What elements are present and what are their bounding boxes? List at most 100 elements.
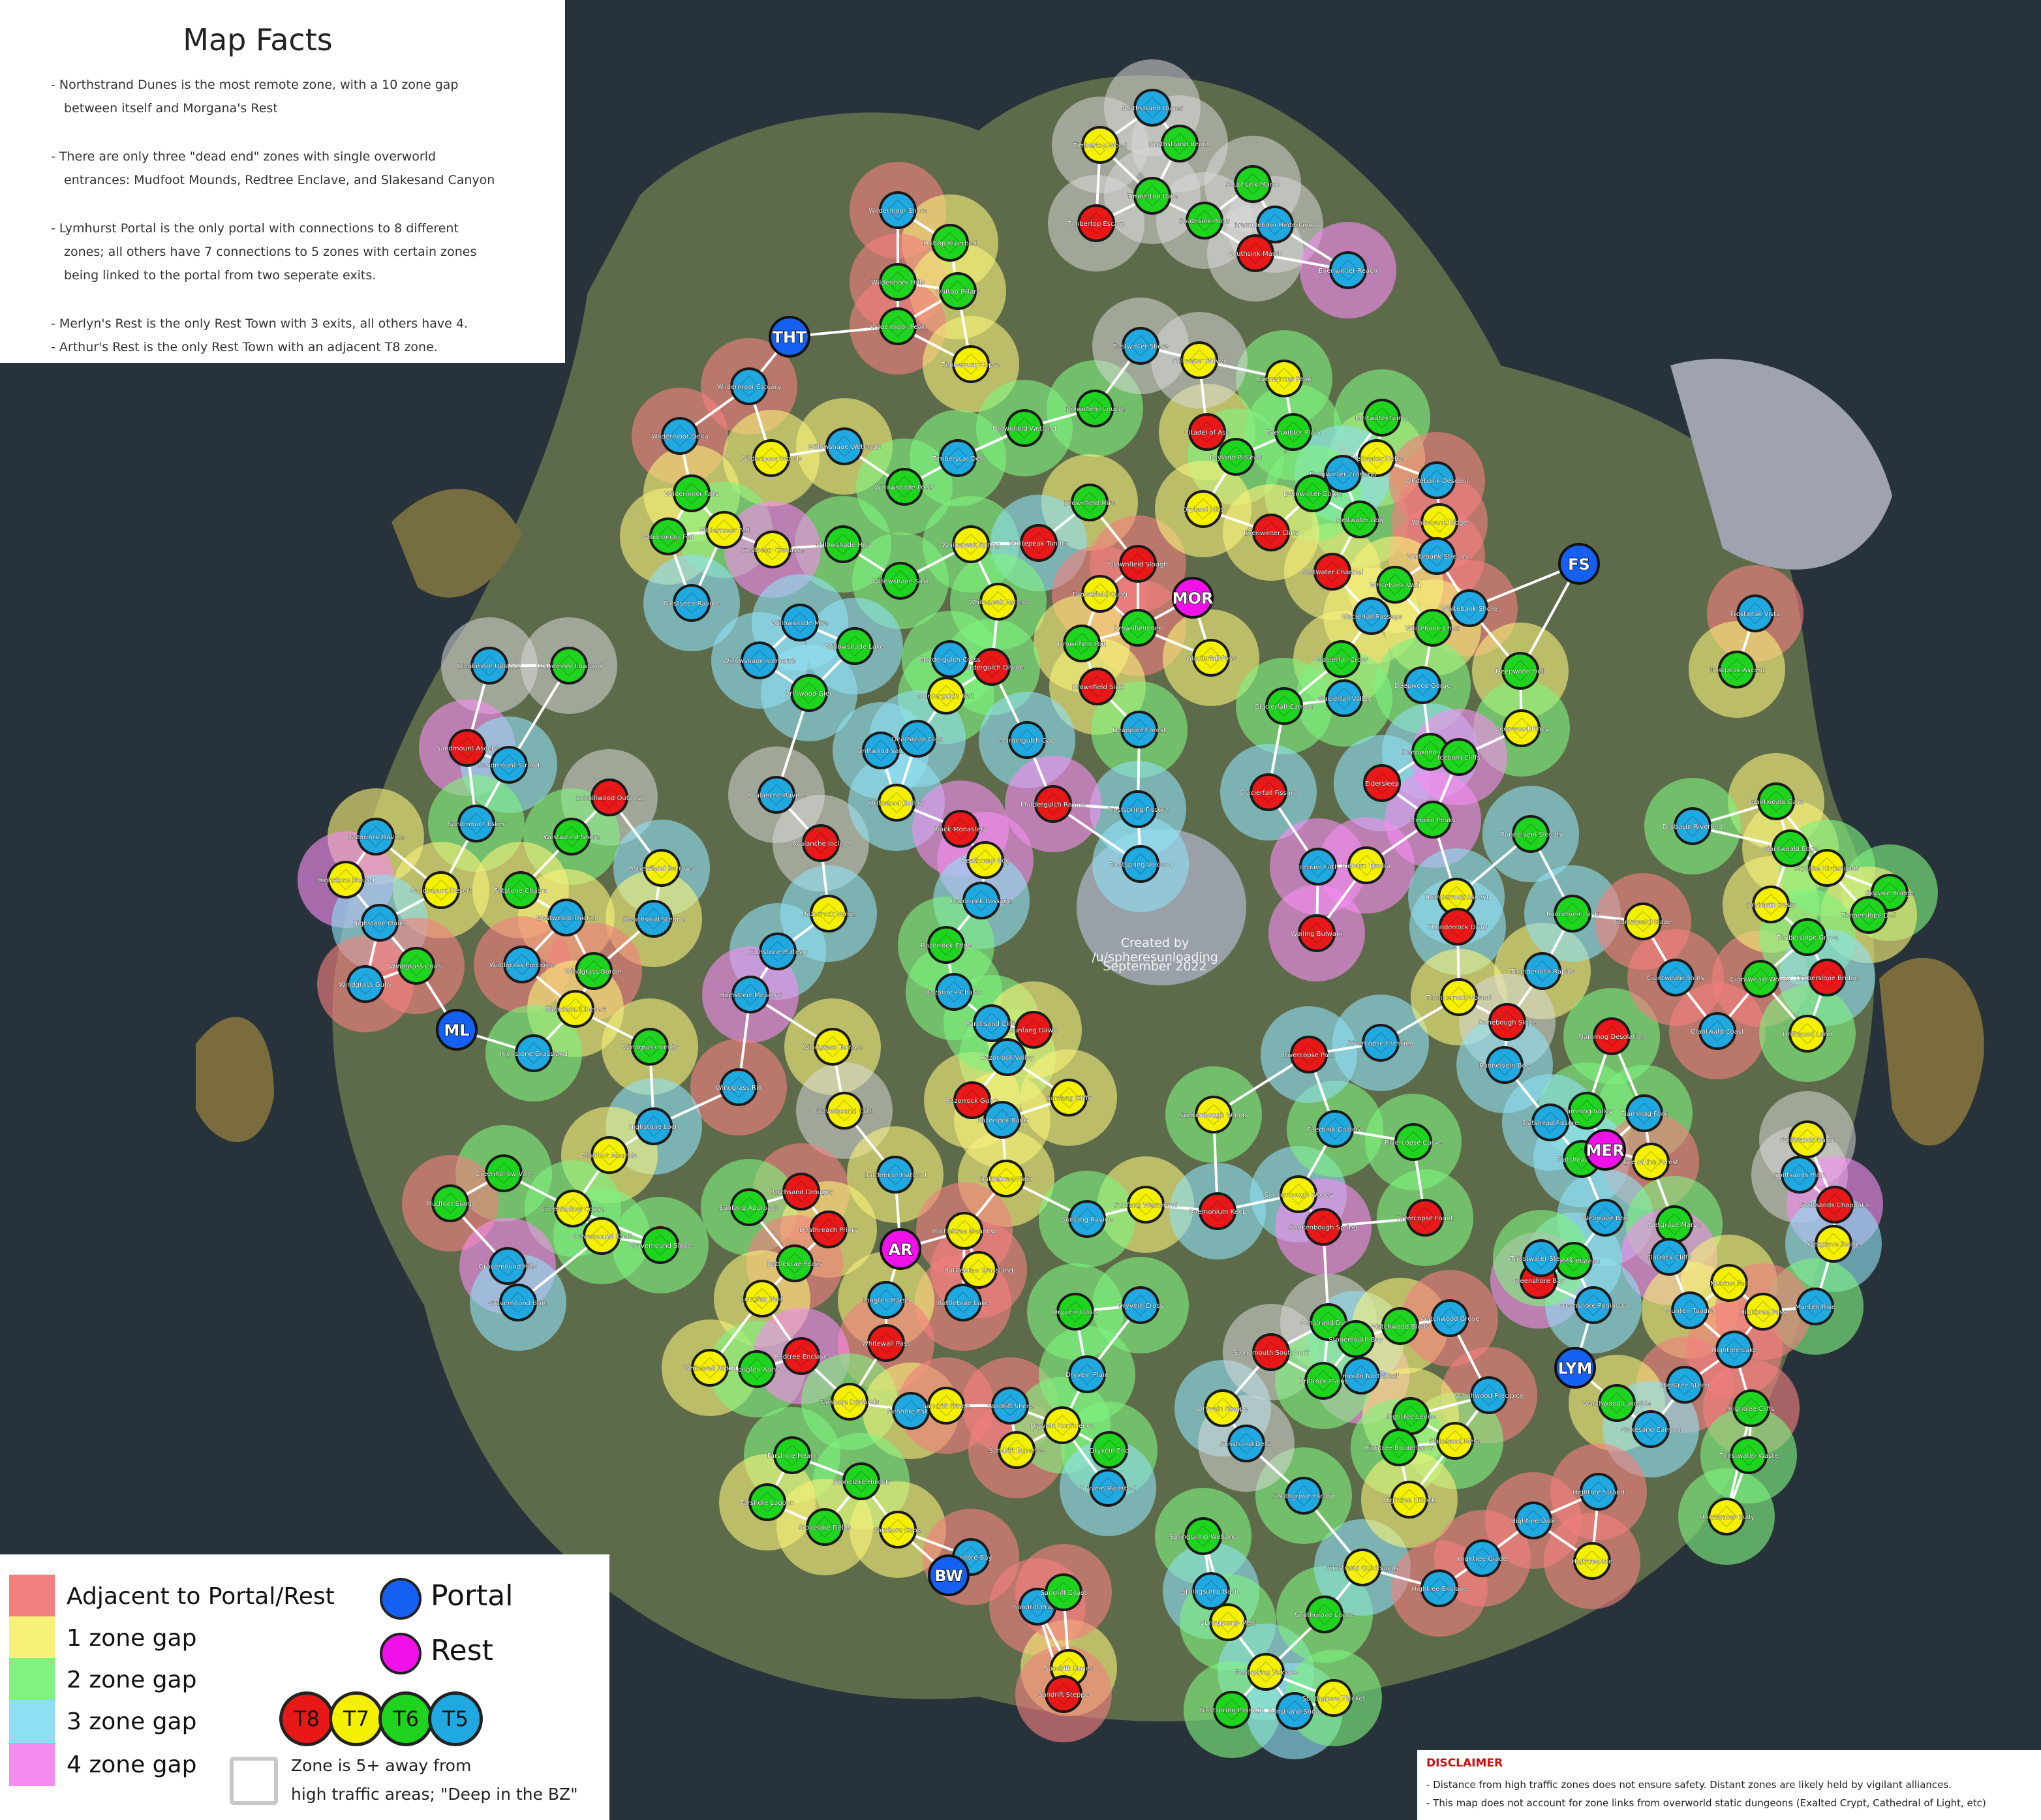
zone-marker[interactable]: Dryland Hills <box>1182 490 1224 528</box>
zone-marker[interactable]: Murdergulch Cross <box>919 640 981 678</box>
zone-marker[interactable]: Iceburn Firth <box>1297 848 1339 886</box>
zone-marker[interactable]: Razorrock Ravine <box>347 818 405 856</box>
zone-marker[interactable]: Whitebank Wall <box>1370 566 1420 604</box>
zone-marker[interactable]: Farshore Heath <box>767 1436 817 1474</box>
zone-marker[interactable]: Gravemound Cliffs <box>814 1092 875 1130</box>
zone-marker[interactable]: Battlebrae Lake <box>937 1284 989 1321</box>
zone-marker[interactable]: Hightree Isle <box>1571 1542 1613 1580</box>
zone-marker[interactable]: Farshore Cape <box>874 1511 921 1549</box>
zone-marker[interactable]: Sunfang Dawn <box>1009 1011 1058 1049</box>
zone-marker[interactable]: Hightree Lake <box>1711 1331 1757 1368</box>
zone-marker[interactable]: Dryvein Riverbed <box>1079 1469 1137 1507</box>
zone-marker[interactable]: Giantweald Roots <box>1647 959 1704 996</box>
zone-marker[interactable]: Wildermoor Estuary <box>716 367 782 405</box>
zone-marker[interactable]: Sunstrand Quicksands <box>1326 1549 1399 1586</box>
zone-marker[interactable]: Thunderrock Upland <box>1425 978 1492 1016</box>
zone-marker[interactable]: Northstrand Beach <box>1149 125 1210 162</box>
zone-marker[interactable]: Eldersleep <box>1363 764 1401 802</box>
zone-marker[interactable]: Driftop Riverbed <box>923 224 977 262</box>
zone-marker[interactable]: Sandrift Expanse <box>989 1431 1045 1469</box>
zone-marker[interactable]: Driftwood Hollow <box>868 784 925 822</box>
zone-marker[interactable]: Driftwood Glen <box>784 674 834 712</box>
zone-marker[interactable]: Westweald Shore <box>544 818 600 856</box>
zone-marker[interactable]: Murdergulch Divide <box>960 648 1024 686</box>
zone-marker[interactable]: Greenhollow Copse <box>541 1190 605 1227</box>
zone-marker[interactable]: Longfen Arms <box>734 1350 780 1388</box>
zone-marker[interactable]: Glacierfall Canyon <box>1254 687 1314 725</box>
zone-marker[interactable]: Mudfoot Mounds <box>582 1136 637 1174</box>
zone-marker[interactable]: Sunfang Approach <box>719 1188 779 1226</box>
zone-marker[interactable]: Giantweald Woods <box>1730 960 1791 998</box>
zone-marker[interactable]: Highstone Loch <box>628 1107 679 1145</box>
zone-marker[interactable]: Rivercopse Path <box>1283 1036 1335 1073</box>
zone-marker[interactable]: Greenshore Peninsula <box>1558 1286 1629 1324</box>
zone-marker[interactable]: Windgrass Precipice <box>489 946 555 983</box>
zone-marker[interactable]: Driftop Pillars <box>936 272 980 310</box>
zone-marker[interactable]: Windgrass Terrace <box>803 1028 863 1066</box>
zone-marker[interactable]: Gravemoor Lowland <box>536 647 602 685</box>
zone-marker[interactable]: Razorrock Passage <box>951 882 1012 919</box>
zone-marker[interactable]: Munten Fell <box>1710 1264 1748 1302</box>
zone-marker[interactable]: Windgrass Border <box>564 952 624 990</box>
zone-marker[interactable]: Evenwinter Peak <box>1257 360 1312 397</box>
zone-marker[interactable]: Avalanche Ravine <box>747 776 806 814</box>
zone-marker[interactable]: Timbertop Wood <box>1073 126 1127 164</box>
zone-marker[interactable]: Stonemouth Bay <box>1328 1320 1383 1358</box>
zone-marker[interactable]: Bleachskull Steppe <box>622 900 685 938</box>
zone-marker[interactable]: Frostspring Volcano <box>1109 845 1173 883</box>
zone-marker[interactable]: Whitebank Shore <box>1441 589 1497 627</box>
zone-marker[interactable]: Wildermoor Shore <box>868 191 927 229</box>
zone-marker[interactable]: Timbertop Escarp <box>1067 204 1125 242</box>
zone-marker[interactable]: Deathreach Priory <box>799 1211 859 1248</box>
zone-marker[interactable]: Gravemound Knoll <box>571 1217 632 1255</box>
zone-marker[interactable]: Greenhollow Vale <box>475 1154 532 1192</box>
zone-marker[interactable]: Meltwater Bog <box>1336 501 1384 538</box>
zone-marker[interactable]: Eastwinter Shore <box>1113 327 1169 365</box>
zone-marker[interactable]: Deepwood Dell <box>1496 652 1545 690</box>
zone-marker[interactable]: Stonemouth Southbluff <box>1233 1333 1310 1371</box>
zone-marker[interactable]: Murdergulch Gap <box>999 721 1055 759</box>
zone-marker[interactable]: Dryvein End <box>1089 1431 1129 1469</box>
zone-marker[interactable]: Wetgrave Swale <box>1807 1225 1860 1263</box>
zone-marker[interactable]: Driftwood Vale <box>857 732 905 769</box>
zone-marker[interactable]: Wailing Bulwark <box>1291 914 1343 952</box>
zone-marker[interactable]: Giantweald Edge <box>1762 829 1818 867</box>
zone-marker[interactable]: Deepwood Pines <box>1494 709 1549 747</box>
zone-marker[interactable]: Thirstwater Gully <box>1698 1498 1755 1535</box>
zone-marker[interactable]: Runnelvein Sink <box>1546 895 1599 933</box>
zone-marker[interactable]: Highbree Pass <box>1740 1293 1787 1331</box>
hub-rest-mer[interactable]: MER <box>1584 1129 1626 1171</box>
zone-marker[interactable]: Frostspring Passage <box>1199 1691 1265 1729</box>
zone-marker[interactable]: Northstrand Dunes <box>1121 89 1184 127</box>
zone-marker[interactable]: Razorrock Verge <box>802 895 855 933</box>
zone-marker[interactable]: Westweald Thicket <box>536 899 597 936</box>
zone-marker[interactable]: Sunkenbough Woods <box>1264 1175 1333 1213</box>
zone-marker[interactable]: Rivercopse Crossing <box>1347 1024 1414 1062</box>
zone-marker[interactable]: Timberslope Bridge <box>1794 959 1859 996</box>
zone-marker[interactable]: Sunfang Ravine <box>1061 1200 1113 1238</box>
zone-marker[interactable]: Sunstrand Shoal <box>1268 1692 1321 1730</box>
zone-marker[interactable]: Windgrass Fields <box>622 1028 677 1066</box>
zone-marker[interactable]: Highstone Grassland <box>500 1034 568 1072</box>
zone-marker[interactable]: Stonelake Fields <box>798 1508 852 1546</box>
zone-marker[interactable]: Bramblehorn Hinterlands <box>1234 206 1316 243</box>
zone-marker[interactable]: Highstone Meadow <box>719 976 782 1013</box>
zone-marker[interactable]: Wildermoor Fell <box>643 517 694 555</box>
zone-marker[interactable]: Flatshead Fissure <box>1522 1103 1579 1141</box>
zone-marker[interactable]: Sandmount Strand <box>478 746 540 784</box>
zone-marker[interactable]: Razorrock Chasm <box>925 973 983 1011</box>
zone-marker[interactable]: Thirstwater Steppe <box>1509 1239 1573 1277</box>
zone-marker[interactable]: Highstone Plateau <box>748 933 808 970</box>
zone-marker[interactable]: Willowshade Hills <box>814 525 872 563</box>
zone-marker[interactable]: Drownfield Quag <box>1073 575 1128 613</box>
zone-marker[interactable]: Timbertop Dale <box>1126 177 1178 215</box>
zone-marker[interactable]: Whitewall Ridge <box>683 1349 737 1387</box>
zone-marker[interactable]: Murdergulch Ravine <box>1020 785 1086 823</box>
zone-marker[interactable]: Windgrass Coast <box>389 947 444 985</box>
zone-marker[interactable]: Frostseep Ravine <box>664 584 720 622</box>
hub-portal-fs[interactable]: FS <box>1558 543 1600 585</box>
zone-marker[interactable]: Whitebank Ridge <box>1411 503 1467 541</box>
zone-marker[interactable]: Parchsand Drought <box>770 1173 833 1211</box>
zone-marker[interactable]: Frostseep Crevasse <box>741 531 805 568</box>
zone-marker[interactable]: Watchwood Precipice <box>1454 1376 1524 1414</box>
